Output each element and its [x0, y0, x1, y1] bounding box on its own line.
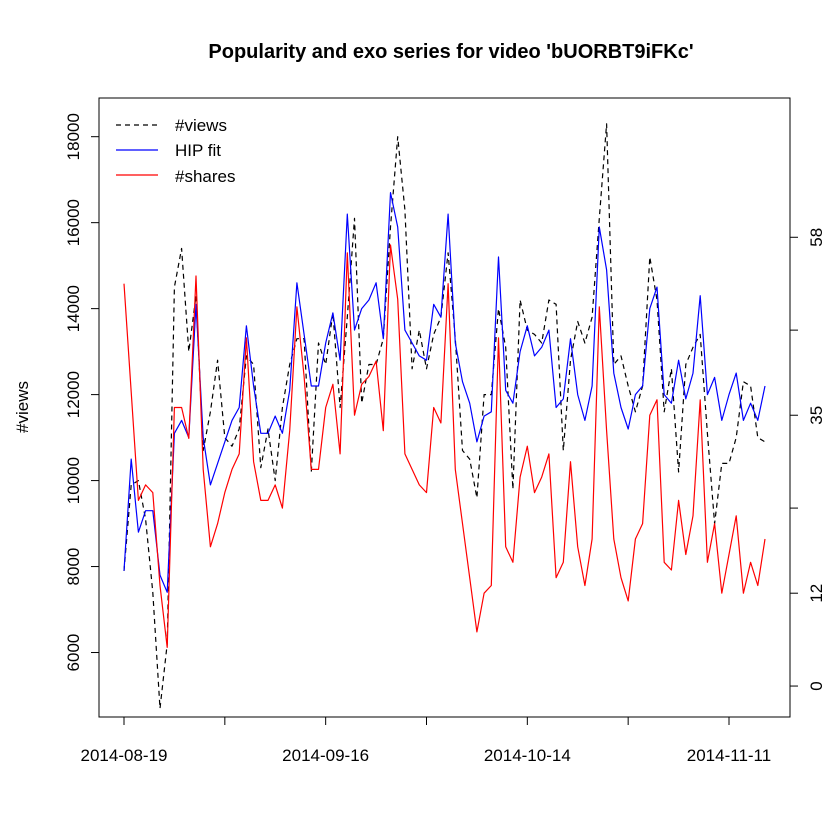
series-line-views: [123, 123, 766, 710]
left-axis-tick-label: 12000: [64, 371, 83, 418]
series-layer: [123, 123, 766, 710]
left-axis-tick-label: 10000: [64, 457, 83, 504]
plot-frame: [98, 97, 791, 718]
left-axis-tick-label: 8000: [64, 548, 83, 586]
left-axis-tick-label: 14000: [64, 285, 83, 332]
right-axis-tick-label: 58: [807, 228, 826, 247]
series-line-hip: [123, 192, 766, 593]
left-axis-tick-label: 18000: [64, 113, 83, 160]
right-axis-tick-label: 0: [807, 681, 826, 690]
legend: #views HIP fit #shares: [116, 116, 235, 186]
right-axis: 0 12 35 58: [789, 228, 826, 691]
series-line-shares: [123, 244, 766, 649]
right-axis-tick-label: 35: [807, 406, 826, 425]
bottom-axis: 2014-08-19 2014-09-16 2014-10-14 2014-11-11: [81, 716, 771, 765]
bottom-axis-tick-label: 2014-08-19: [81, 746, 168, 765]
legend-label-shares: #shares: [175, 167, 235, 186]
bottom-axis-tick-label: 2014-10-14: [484, 746, 571, 765]
left-axis-tick-label: 6000: [64, 634, 83, 672]
legend-label-hip: HIP fit: [175, 141, 221, 160]
right-axis-tick-label: 12: [807, 584, 826, 603]
y-axis-label: #views: [13, 381, 32, 433]
left-axis-tick-label: 16000: [64, 199, 83, 246]
bottom-axis-tick-label: 2014-09-16: [282, 746, 369, 765]
legend-label-views: #views: [175, 116, 227, 135]
chart-title: Popularity and exo series for video 'bUO…: [208, 41, 693, 63]
left-axis: 6000 8000 10000 12000 14000 16000 18000: [64, 113, 100, 672]
bottom-axis-tick-label: 2014-11-11: [687, 746, 771, 765]
